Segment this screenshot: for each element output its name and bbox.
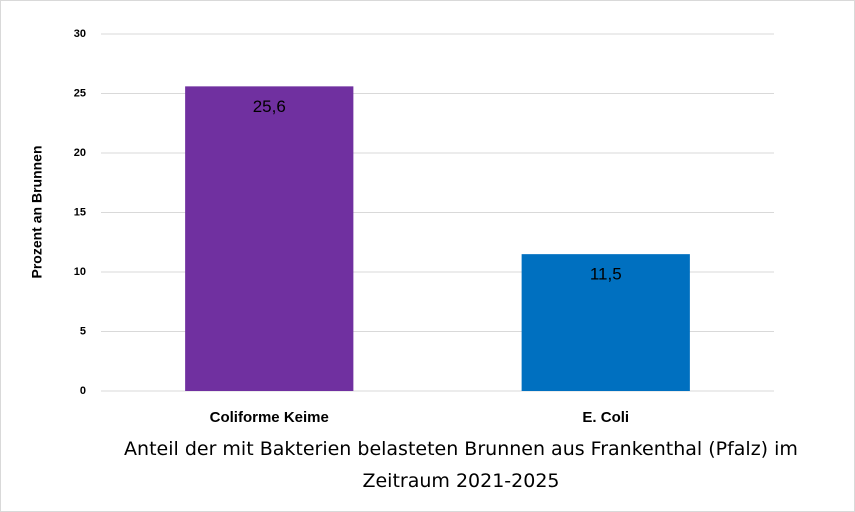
value-label: 11,5 bbox=[590, 265, 622, 284]
bar bbox=[521, 254, 690, 391]
y-tick-label: 15 bbox=[74, 206, 86, 218]
y-tick-label: 10 bbox=[74, 266, 86, 278]
x-axis-title: Anteil der mit Bakterien belasteten Brun… bbox=[124, 438, 798, 492]
x-tick-label: E. Coli bbox=[582, 409, 629, 426]
y-axis-title: Prozent an Brunnen bbox=[29, 145, 45, 278]
y-tick-label: 0 bbox=[80, 385, 86, 397]
plot: Prozent an Brunnen 0 5 10 15 20 25 30 Coliforme… bbox=[29, 28, 774, 426]
x-tick-label: Coliforme Keime bbox=[210, 409, 329, 426]
y-tick-label: 20 bbox=[74, 147, 86, 159]
y-tick-label: 25 bbox=[74, 87, 86, 99]
y-tick-label: 30 bbox=[74, 28, 86, 40]
bar bbox=[185, 86, 354, 392]
value-label: 25,6 bbox=[253, 97, 286, 116]
y-tick-label: 5 bbox=[80, 325, 86, 337]
